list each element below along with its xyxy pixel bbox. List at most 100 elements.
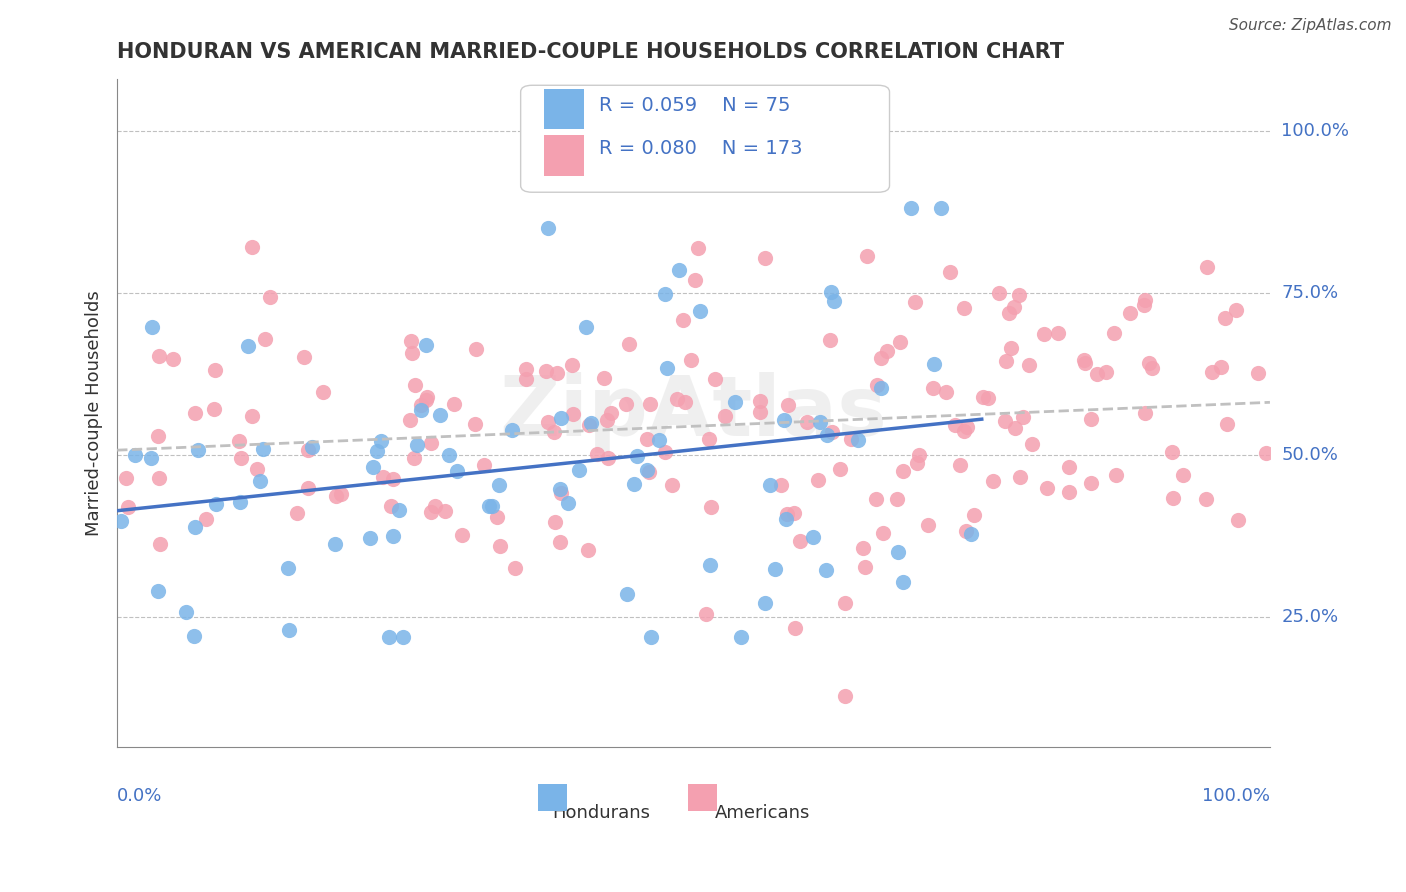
Point [900, 202, 922, 216]
Point [939, 265, 962, 279]
Text: 100.0%: 100.0% [1202, 788, 1270, 805]
Point [821, 425, 844, 439]
Point [1213, 311, 1236, 326]
Point [485, 510, 508, 524]
Point [184, 520, 207, 534]
Text: HONDURAN VS AMERICAN MARRIED-COUPLE HOUSEHOLDS CORRELATION CHART: HONDURAN VS AMERICAN MARRIED-COUPLE HOUS… [117, 42, 1064, 62]
Point [796, 415, 818, 429]
Point [1254, 446, 1277, 460]
Point [110, 514, 132, 528]
Point [636, 463, 658, 477]
Point [647, 434, 669, 448]
Text: 75.0%: 75.0% [1281, 284, 1339, 301]
Point [962, 508, 984, 522]
Point [1102, 326, 1125, 340]
Point [325, 489, 347, 503]
Point [443, 397, 465, 411]
Point [886, 491, 908, 506]
Point [673, 394, 696, 409]
Point [380, 499, 402, 513]
Point [955, 420, 977, 434]
Text: Source: ZipAtlas.com: Source: ZipAtlas.com [1229, 18, 1392, 33]
Point [599, 406, 621, 420]
Point [184, 406, 207, 420]
Point [1195, 492, 1218, 507]
Point [1012, 409, 1035, 424]
Point [834, 596, 856, 610]
Point [851, 541, 873, 555]
Point [174, 605, 197, 619]
Point [488, 477, 510, 491]
Point [366, 444, 388, 458]
Point [1161, 491, 1184, 506]
Point [398, 413, 420, 427]
Point [323, 536, 346, 550]
Point [1119, 306, 1142, 320]
FancyBboxPatch shape [544, 88, 583, 128]
Point [997, 306, 1019, 320]
Point [595, 413, 617, 427]
Text: 100.0%: 100.0% [1281, 121, 1350, 139]
Point [828, 462, 851, 476]
Point [329, 487, 352, 501]
Point [1137, 356, 1160, 370]
Point [546, 366, 568, 380]
Point [818, 333, 841, 347]
Point [778, 398, 800, 412]
Point [259, 290, 281, 304]
Point [596, 451, 619, 466]
Point [814, 563, 837, 577]
Point [1209, 359, 1232, 374]
Point [419, 506, 441, 520]
Point [785, 621, 807, 635]
Point [748, 394, 770, 409]
Point [425, 500, 447, 514]
Point [943, 418, 966, 433]
Text: Hondurans: Hondurans [553, 804, 651, 822]
Point [931, 202, 953, 216]
Point [815, 428, 838, 442]
Point [839, 432, 862, 446]
Point [1074, 356, 1097, 370]
Point [695, 607, 717, 621]
Point [637, 465, 659, 479]
Point [988, 285, 1011, 300]
Point [865, 492, 887, 507]
Point [415, 393, 437, 408]
Point [503, 560, 526, 574]
Point [548, 482, 571, 496]
FancyBboxPatch shape [688, 784, 717, 811]
Point [1094, 365, 1116, 379]
Point [640, 630, 662, 644]
FancyBboxPatch shape [544, 136, 583, 176]
Point [1032, 326, 1054, 341]
Point [1073, 353, 1095, 368]
Point [1080, 475, 1102, 490]
Point [561, 358, 583, 372]
Point [1036, 481, 1059, 495]
Point [730, 630, 752, 644]
Point [654, 286, 676, 301]
Point [616, 587, 638, 601]
Point [515, 362, 537, 376]
Point [373, 470, 395, 484]
Point [681, 353, 703, 368]
Point [382, 529, 405, 543]
Point [783, 506, 806, 520]
Point [922, 381, 945, 395]
Point [464, 342, 486, 356]
Point [619, 336, 641, 351]
Point [548, 535, 571, 549]
Point [401, 345, 423, 359]
Point [889, 334, 911, 349]
Point [789, 533, 811, 548]
Point [671, 313, 693, 327]
Point [405, 438, 427, 452]
Text: 0.0%: 0.0% [117, 788, 163, 805]
Point [891, 574, 914, 589]
Point [231, 450, 253, 465]
Point [429, 408, 451, 422]
Point [661, 477, 683, 491]
Point [773, 413, 796, 427]
Point [415, 337, 437, 351]
